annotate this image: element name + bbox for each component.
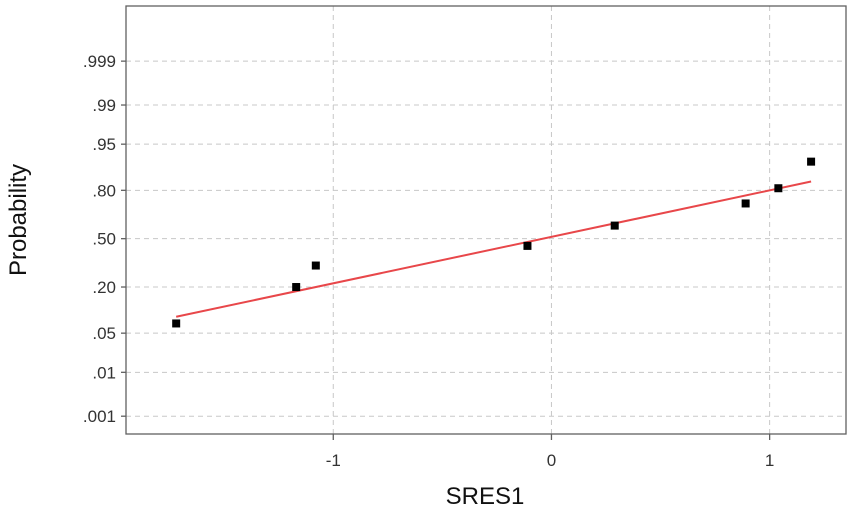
data-point (292, 283, 301, 292)
gridlines (126, 6, 846, 434)
x-tick-label: -1 (326, 451, 341, 470)
data-point (807, 157, 816, 166)
x-tick-label: 0 (547, 451, 556, 470)
data-point (523, 241, 532, 250)
y-tick-label: .80 (92, 181, 116, 200)
y-tick-label: .05 (92, 324, 116, 343)
y-tick-label: .50 (92, 230, 116, 249)
y-tick-label: .99 (92, 96, 116, 115)
data-point (311, 261, 320, 270)
x-tick-labels: -1 0 1 (326, 451, 775, 470)
y-tick-label: .001 (83, 407, 116, 426)
y-tick-label: .01 (92, 363, 116, 382)
data-point (774, 184, 783, 193)
y-tick-label: .95 (92, 135, 116, 154)
y-tick-label: .20 (92, 278, 116, 297)
plot-frame (125, 5, 847, 435)
data-points (172, 157, 816, 328)
data-point (741, 199, 750, 208)
y-tick-label: .999 (83, 52, 116, 71)
axis-ticks (121, 60, 771, 440)
y-axis-title: Probability (5, 164, 32, 276)
fit-line (175, 180, 812, 318)
data-point (172, 319, 181, 328)
y-tick-labels: .001 .01 .05 .20 .50 .80 .95 .99 .999 (83, 52, 116, 426)
data-point (610, 221, 619, 230)
x-axis-title: SRES1 (446, 483, 525, 510)
x-tick-label: 1 (765, 451, 774, 470)
